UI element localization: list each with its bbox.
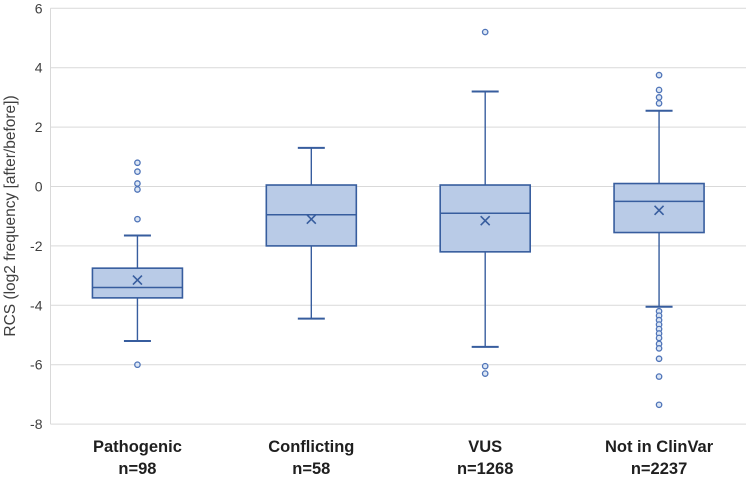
y-tick-label: -4 [30, 297, 43, 313]
boxes-layer [91, 28, 705, 409]
axis-labels-layer: 6 4 2 0 -2 -4 -6 -8 Pathogenic n=98 Conflicting n=5… [30, 0, 714, 478]
category-label: Pathogenic [93, 438, 182, 456]
outlier-point [655, 86, 663, 94]
outlier-point [655, 345, 663, 352]
box-group-not-in-clinvar [613, 71, 705, 409]
y-tick-label: 4 [35, 60, 43, 76]
y-axis-title: RCS (log2 frequency [after/before]) [2, 95, 19, 336]
mean-marker [653, 205, 665, 216]
outlier-point [655, 334, 663, 342]
mean-marker [480, 215, 491, 226]
y-tick-label: -8 [30, 416, 43, 432]
category-label: Conflicting [268, 438, 354, 456]
outlier-point [481, 362, 489, 370]
outlier-point [134, 215, 141, 223]
outlier-point [134, 361, 141, 369]
gridlines-layer [50, 7, 746, 425]
outlier-point [655, 71, 663, 79]
box-group-pathogenic [91, 159, 184, 369]
box-group-vus [439, 28, 531, 377]
outlier-point [481, 28, 489, 36]
category-n-label: n=1268 [457, 460, 513, 478]
outlier-point [655, 99, 663, 107]
outlier-point [134, 159, 141, 167]
mean-marker [132, 274, 143, 286]
iqr-box [613, 182, 705, 234]
category-n-label: n=2237 [631, 460, 687, 478]
mean-marker [306, 214, 317, 225]
category-label: Not in ClinVar [605, 438, 714, 456]
category-label: VUS [468, 438, 502, 456]
y-tick-label: 0 [35, 179, 43, 195]
outlier-point [655, 401, 663, 409]
outlier-point [655, 355, 663, 363]
iqr-box [439, 184, 531, 253]
category-n-label: n=98 [118, 460, 156, 478]
y-tick-label: 2 [35, 119, 43, 135]
y-tick-label: -6 [30, 357, 43, 373]
outlier-point [655, 94, 663, 101]
outlier-point [134, 168, 141, 175]
y-tick-label: -2 [30, 238, 43, 254]
y-tick-label: 6 [35, 0, 43, 16]
box-group-conflicting [265, 146, 358, 320]
outlier-point [655, 373, 663, 380]
outlier-point [134, 186, 141, 193]
outlier-point [481, 370, 489, 377]
outlier-point [134, 180, 141, 187]
iqr-box [91, 267, 184, 299]
category-n-label: n=58 [292, 460, 330, 478]
